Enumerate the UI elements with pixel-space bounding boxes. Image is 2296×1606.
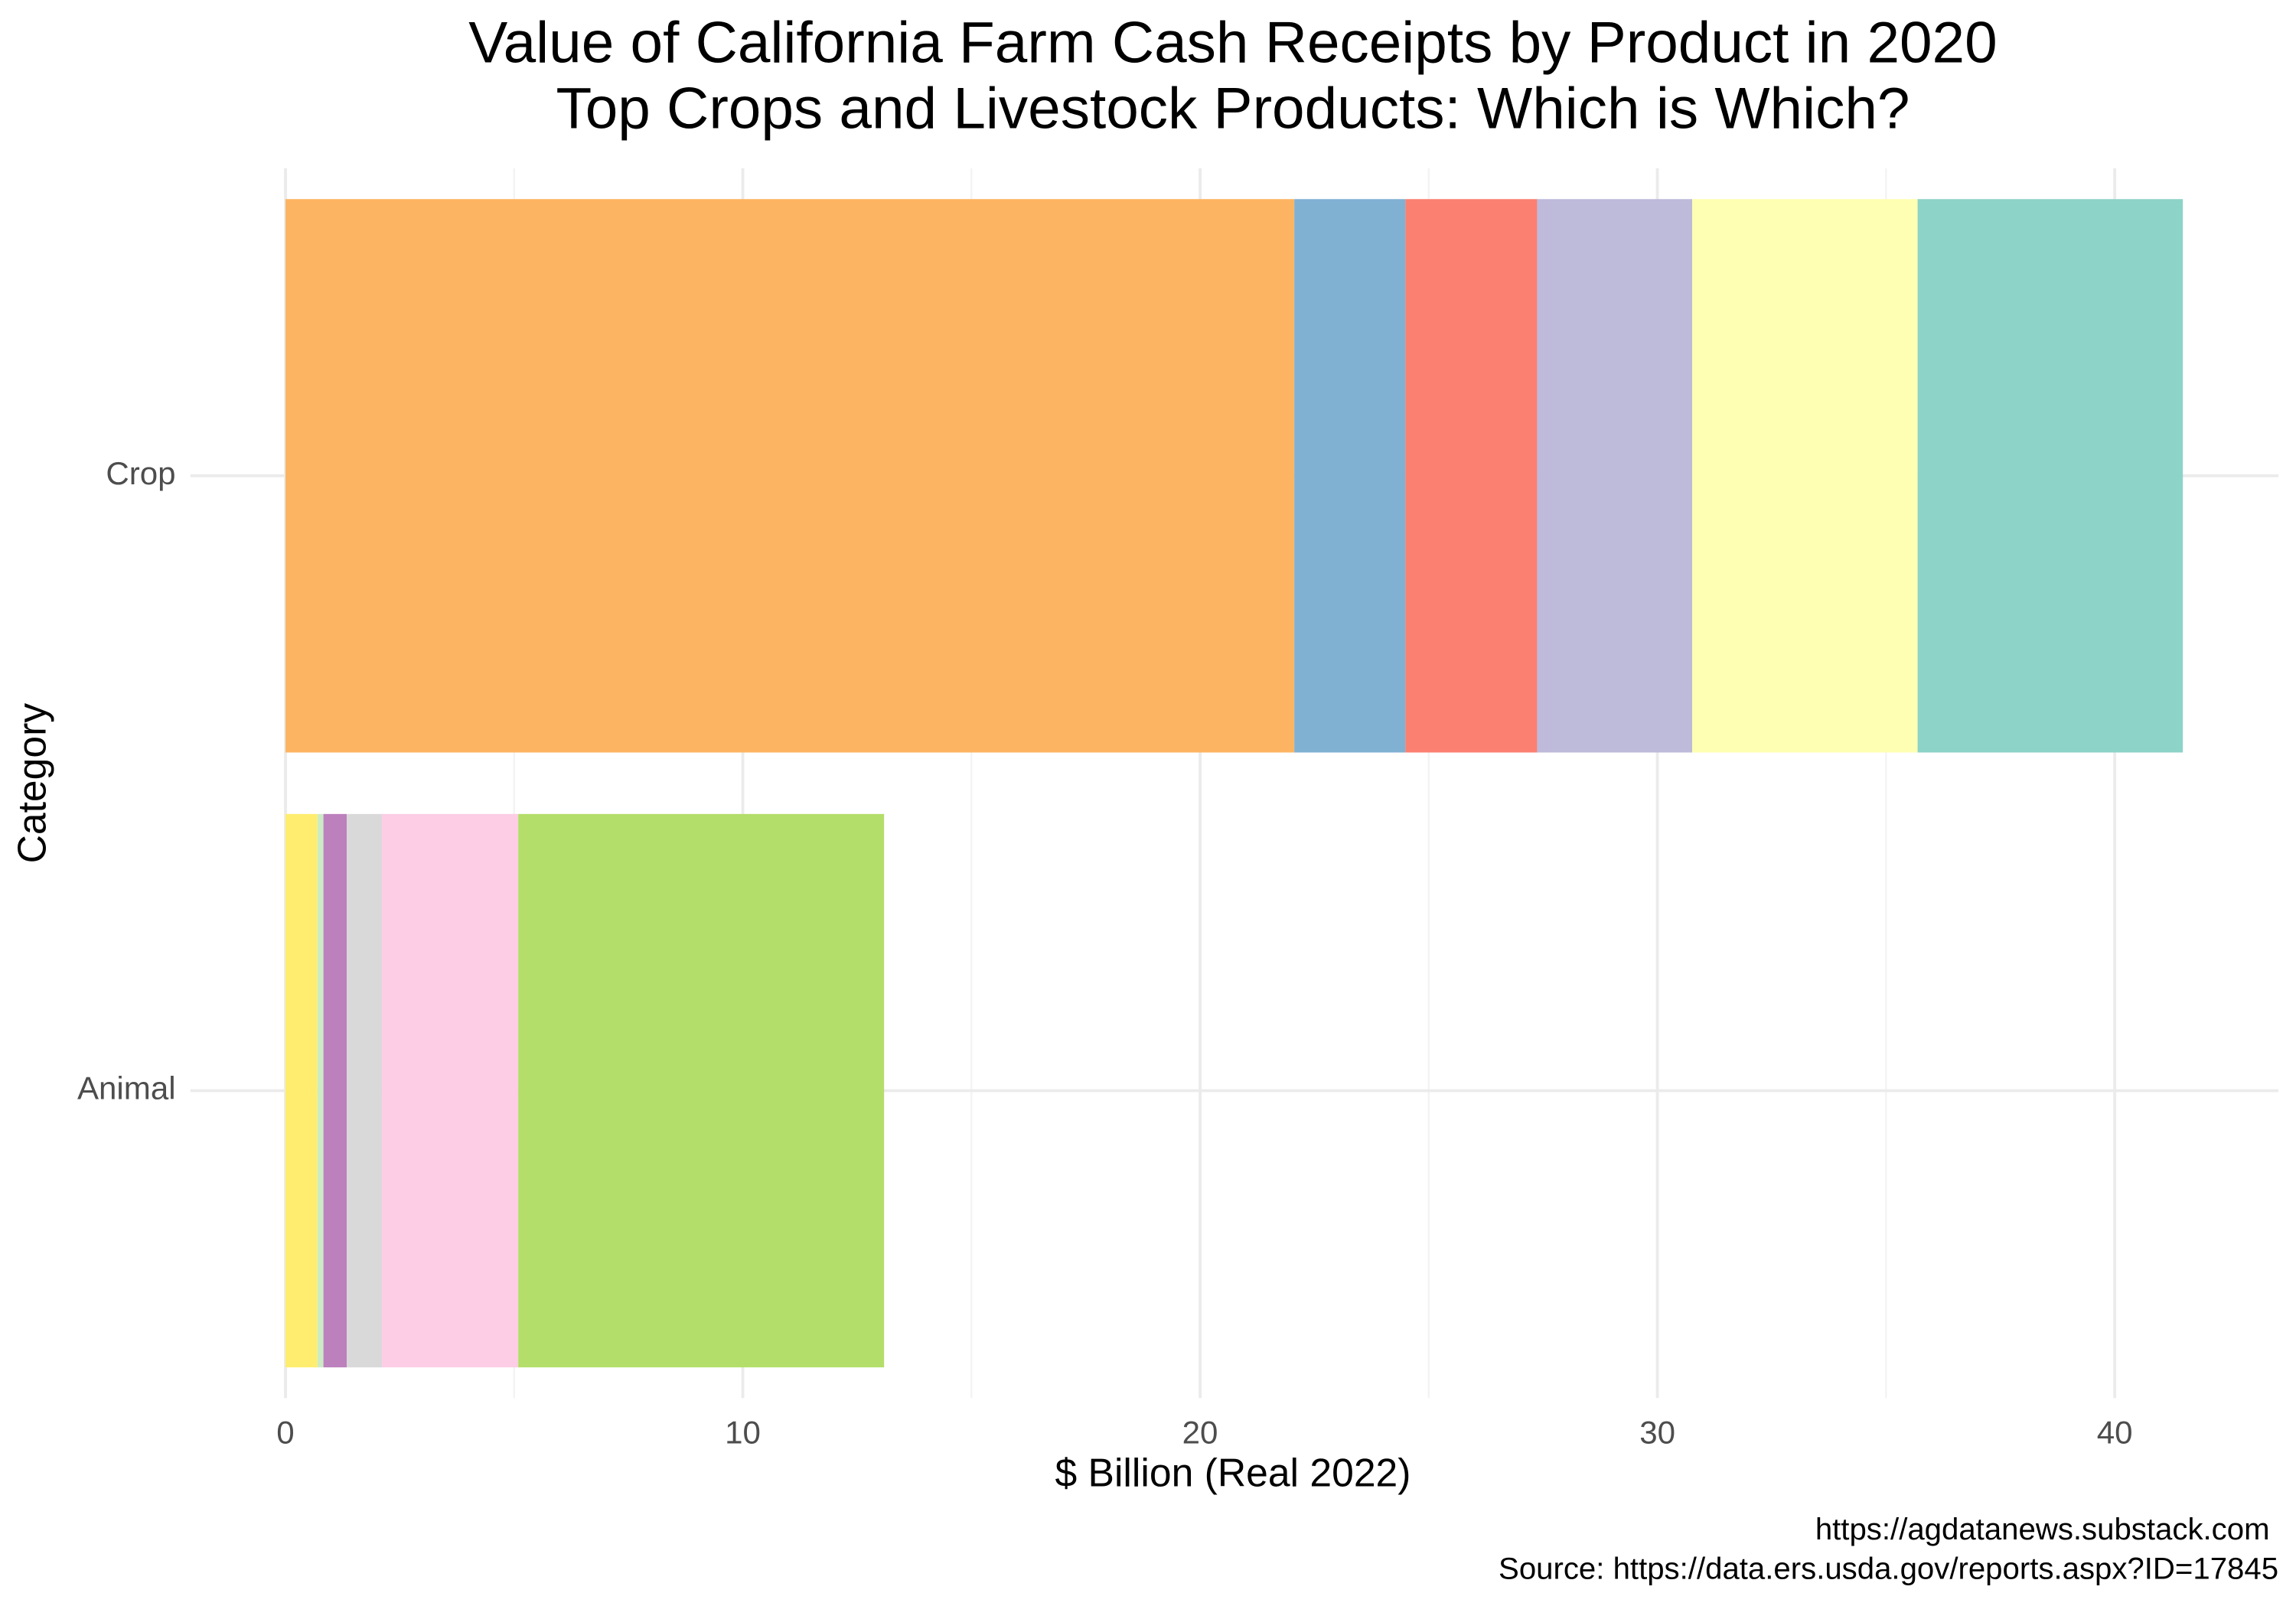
bar-segment [1405,199,1538,753]
x-tick-label: 40 [2097,1414,2133,1450]
chart-subtitle: Top Crops and Livestock Products: Which … [556,77,1910,142]
caption: https://agdatanews.substack.com [1815,1512,2270,1546]
y-tick-label: Animal [77,1070,176,1106]
bar-segment [1537,199,1693,753]
bar-segment [518,813,885,1368]
bar-segment [347,813,383,1368]
x-tick-label: 0 [276,1414,294,1450]
x-tick-label: 20 [1182,1414,1218,1450]
bar-segment [285,813,318,1368]
bar-segment [285,199,1295,753]
x-tick-label: 10 [725,1414,761,1450]
bar-segment [1294,199,1406,753]
x-axis-title: $ Billion (Real 2022) [1055,1450,1411,1494]
y-axis-title: Category [10,703,54,864]
caption: Source: https://data.ers.usda.gov/report… [1499,1552,2278,1586]
bar-segment [1692,199,1918,753]
y-tick-label: Crop [106,455,175,491]
x-tick-label: 30 [1639,1414,1675,1450]
bar-segment [323,813,347,1368]
bar-segment [382,813,519,1368]
chart-title: Value of California Farm Cash Receipts b… [468,10,1997,75]
bar-segment [1917,199,2183,753]
bar-segment [317,813,324,1368]
